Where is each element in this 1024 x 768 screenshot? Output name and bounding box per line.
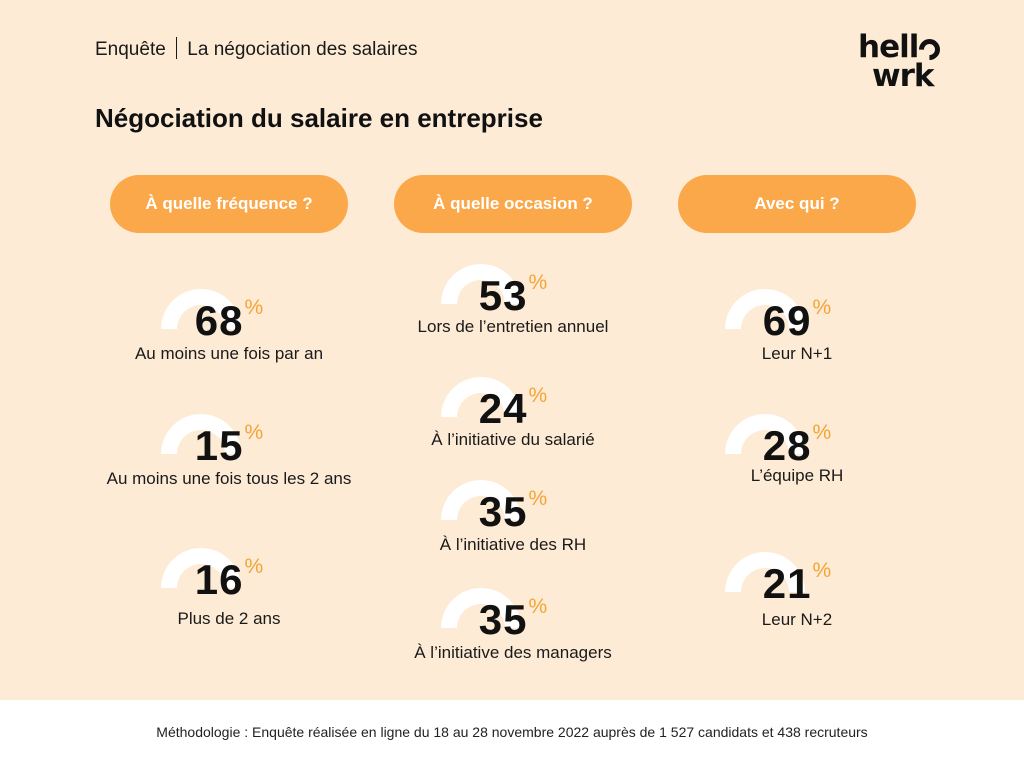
logo-line-2: wrk	[872, 58, 935, 94]
stat-number: 28	[762, 422, 812, 469]
stat-label: Plus de 2 ans	[177, 609, 281, 628]
gauge-arc-icon	[441, 264, 521, 304]
percent-sign: %	[812, 296, 832, 319]
stat-label: Au moins une fois tous les 2 ans	[106, 469, 352, 488]
percent-sign: %	[812, 421, 832, 444]
stat-label: Leur N+1	[761, 344, 833, 363]
stat-value: 16%	[99, 555, 359, 604]
survey-header: Enquête La négociation des salaires	[95, 37, 418, 61]
stat-value: 35%	[383, 595, 643, 644]
stat-label: Lors de l’entretien annuel	[417, 317, 609, 336]
percent-sign: %	[528, 384, 548, 407]
stat-label: L’équipe RH	[750, 466, 844, 485]
stat-value: 53%	[383, 271, 643, 320]
stat-number: 16	[194, 556, 244, 603]
stat-value: 28%	[667, 421, 927, 470]
stat-number: 35	[478, 596, 528, 643]
stat-value: 69%	[667, 296, 927, 345]
gauge-arc-icon	[161, 548, 241, 588]
stat-label: Au moins une fois par an	[134, 344, 324, 363]
hellowork-logo: hell wrk	[856, 32, 976, 94]
stat-label: À l’initiative des RH	[439, 535, 587, 554]
gauge-arc-icon	[441, 588, 521, 628]
percent-sign: %	[244, 296, 264, 319]
gauge-arc-icon	[725, 414, 805, 454]
percent-sign: %	[244, 421, 264, 444]
stat-number: 69	[762, 297, 812, 344]
percent-sign: %	[812, 559, 832, 582]
stat-number: 68	[194, 297, 244, 344]
stat-value: 24%	[383, 384, 643, 433]
stat-number: 24	[478, 385, 528, 432]
percent-sign: %	[528, 271, 548, 294]
stat-value: 35%	[383, 487, 643, 536]
stat-number: 35	[478, 488, 528, 535]
percent-sign: %	[528, 595, 548, 618]
stat-value: 68%	[99, 296, 359, 345]
stat-number: 21	[762, 560, 812, 607]
gauge-arc-icon	[725, 552, 805, 592]
stat-label: À l’initiative des managers	[414, 643, 612, 662]
gauge-arc-icon	[725, 289, 805, 329]
gauge-arc-icon	[441, 377, 521, 417]
stat-label: Leur N+2	[761, 610, 833, 629]
stat-number: 15	[194, 422, 244, 469]
stat-number: 53	[478, 272, 528, 319]
stat-value: 21%	[667, 559, 927, 608]
pill-with-whom: Avec qui ?	[678, 175, 916, 233]
header-separator	[175, 37, 178, 59]
gauge-arc-icon	[161, 414, 241, 454]
gauge-arc-icon	[161, 289, 241, 329]
pill-occasion: À quelle occasion ?	[394, 175, 632, 233]
gauge-arc-icon	[441, 480, 521, 520]
survey-subject: La négociation des salaires	[187, 39, 418, 60]
percent-sign: %	[244, 555, 264, 578]
survey-label: Enquête	[95, 39, 166, 60]
stat-label: À l’initiative du salarié	[431, 430, 595, 449]
stat-value: 15%	[99, 421, 359, 470]
pill-frequency: À quelle fréquence ?	[110, 175, 348, 233]
infographic-panel: Enquête La négociation des salaires hell …	[0, 0, 1024, 700]
methodology-note: Méthodologie : Enquête réalisée en ligne…	[156, 724, 868, 740]
page-title: Négociation du salaire en entreprise	[95, 103, 543, 133]
percent-sign: %	[528, 487, 548, 510]
logo-line-1: hell	[858, 32, 945, 65]
